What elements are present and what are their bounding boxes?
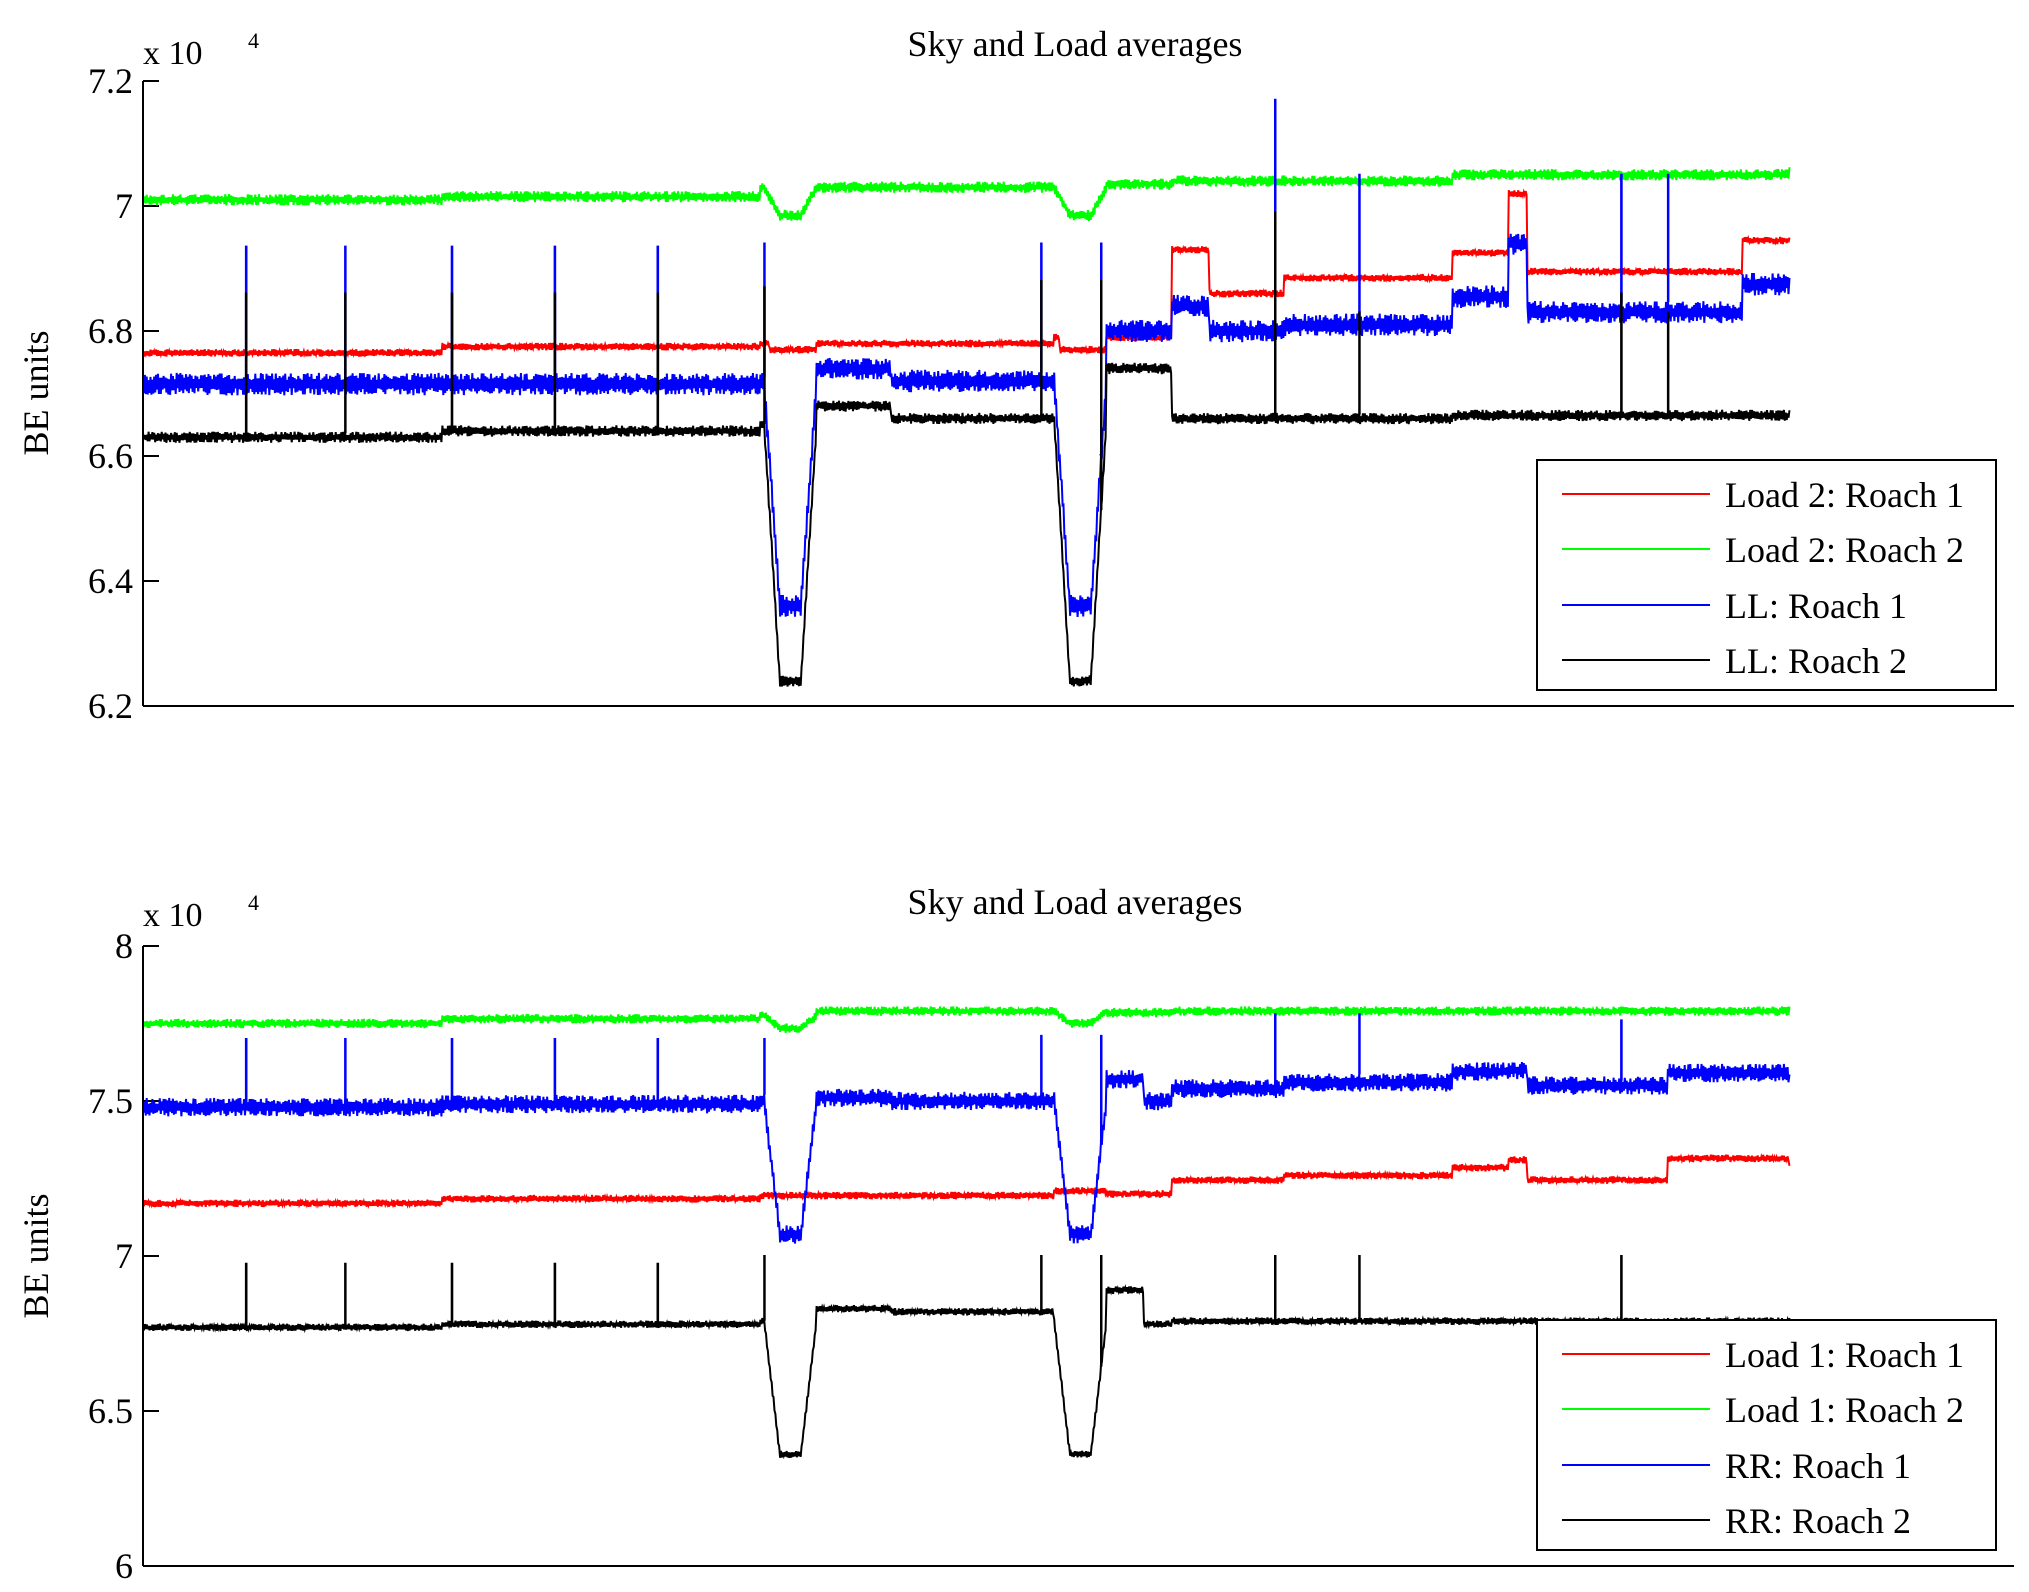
series-line — [142, 1153, 1791, 1210]
legend: Load 2: Roach 1 Load 2: Roach 2 LL: Roac… — [1536, 459, 1997, 691]
legend-item: Load 2: Roach 1 — [1562, 475, 1964, 515]
y-tick-label: 6 — [115, 1546, 133, 1586]
y-axis-label: BE units — [16, 330, 56, 455]
y-axis-label: BE units — [16, 1193, 56, 1318]
y-scale-exponent: 4 — [248, 28, 259, 53]
series-line — [142, 211, 1791, 687]
legend-item: LL: Roach 2 — [1562, 641, 1907, 681]
legend-label: Load 2: Roach 2 — [1725, 530, 1964, 570]
legend-item: RR: Roach 1 — [1562, 1446, 1911, 1486]
y-tick-label: 7 — [115, 1236, 133, 1276]
legend-item: Load 2: Roach 2 — [1562, 530, 1964, 570]
chart-title: Sky and Load averages — [908, 882, 1243, 922]
series-line — [142, 98, 1791, 617]
legend-label: Load 1: Roach 1 — [1725, 1335, 1964, 1375]
chart-bottom: Sky and Load averages x 10 4 BE units 66… — [16, 882, 2014, 1586]
legend-item: Load 1: Roach 2 — [1562, 1390, 1964, 1430]
y-tick-label: 6.4 — [88, 561, 133, 601]
y-tick-label: 6.8 — [88, 311, 133, 351]
legend-item: Load 1: Roach 1 — [1562, 1335, 1964, 1375]
legend-label: LL: Roach 1 — [1725, 586, 1907, 626]
series-line — [142, 1005, 1791, 1033]
y-scale-base: x 10 — [143, 35, 203, 72]
legend: Load 1: Roach 1 Load 1: Roach 2 RR: Roac… — [1536, 1319, 1997, 1551]
y-tick-label: 7.2 — [88, 61, 133, 101]
legend-box — [1536, 1319, 1997, 1551]
y-tick-label: 6.5 — [88, 1391, 133, 1431]
legend-label: RR: Roach 2 — [1725, 1501, 1911, 1541]
legend-label: Load 1: Roach 2 — [1725, 1390, 1964, 1430]
y-tick-label: 6.6 — [88, 436, 133, 476]
series-line — [142, 1255, 1791, 1460]
y-tick-label: 6.2 — [88, 686, 133, 726]
y-tick-label: 7 — [115, 186, 133, 226]
chart-top: Sky and Load averages x 10 4 BE units 6.… — [16, 24, 2014, 726]
y-tick-label: 7.5 — [88, 1081, 133, 1121]
y-scale-exponent: 4 — [248, 890, 259, 915]
y-scale-base: x 10 — [143, 897, 203, 934]
legend-item: LL: Roach 1 — [1562, 586, 1907, 626]
series-line — [142, 1013, 1791, 1244]
series-line — [142, 167, 1791, 222]
legend-label: RR: Roach 1 — [1725, 1446, 1911, 1486]
chart-title: Sky and Load averages — [908, 24, 1243, 64]
plot-lines — [142, 1005, 1791, 1460]
legend-label: Load 2: Roach 1 — [1725, 475, 1964, 515]
series-line — [142, 188, 1791, 359]
plot-lines — [142, 98, 1791, 687]
y-tick-label: 8 — [115, 926, 133, 966]
legend-item: RR: Roach 2 — [1562, 1501, 1911, 1541]
y-ticks: 6 6.5 7 7.5 8 — [88, 926, 159, 1586]
legend-box — [1536, 459, 1997, 691]
legend-label: LL: Roach 2 — [1725, 641, 1907, 681]
